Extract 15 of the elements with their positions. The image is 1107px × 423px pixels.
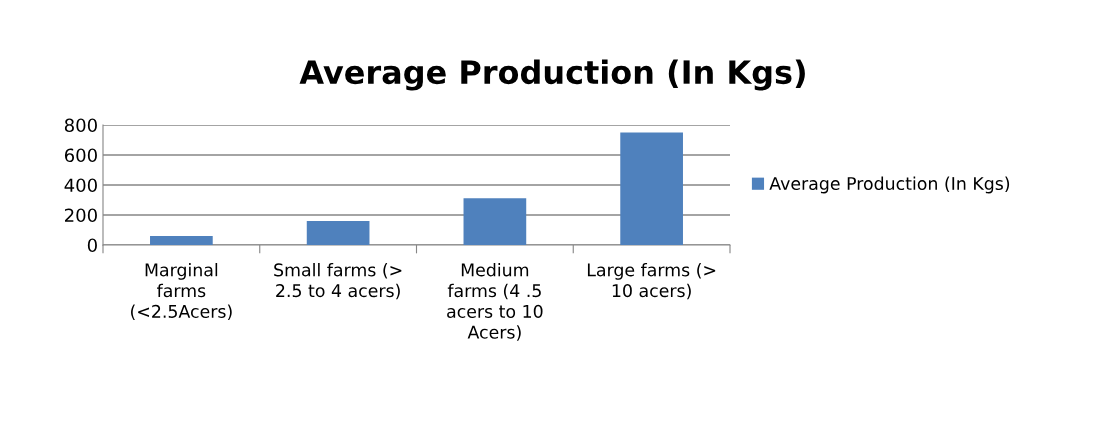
x-tick-label: Large farms (> 10 acers): [587, 263, 716, 300]
legend-label: Average Production (In Kgs): [769, 176, 1010, 194]
bar: [620, 132, 683, 245]
x-tick-label: Small farms (> 2.5 to 4 acers): [274, 263, 402, 300]
bar: [463, 198, 527, 245]
y-tick-label: 400: [64, 178, 97, 193]
y-tick-label: 200: [65, 208, 97, 223]
y-tick-label: 0: [87, 238, 97, 253]
bar: [306, 221, 370, 245]
y-tick-label: 600: [64, 148, 97, 163]
chart-title: Average Production (In Kgs): [299, 59, 805, 91]
bar: [150, 236, 213, 245]
x-tick-label: Marginal farms (<2.5Acers): [131, 263, 232, 320]
x-tick-label: Medium farms (4 .5 acers to 10 Acers): [447, 263, 543, 341]
y-tick-label: 800: [64, 118, 97, 133]
